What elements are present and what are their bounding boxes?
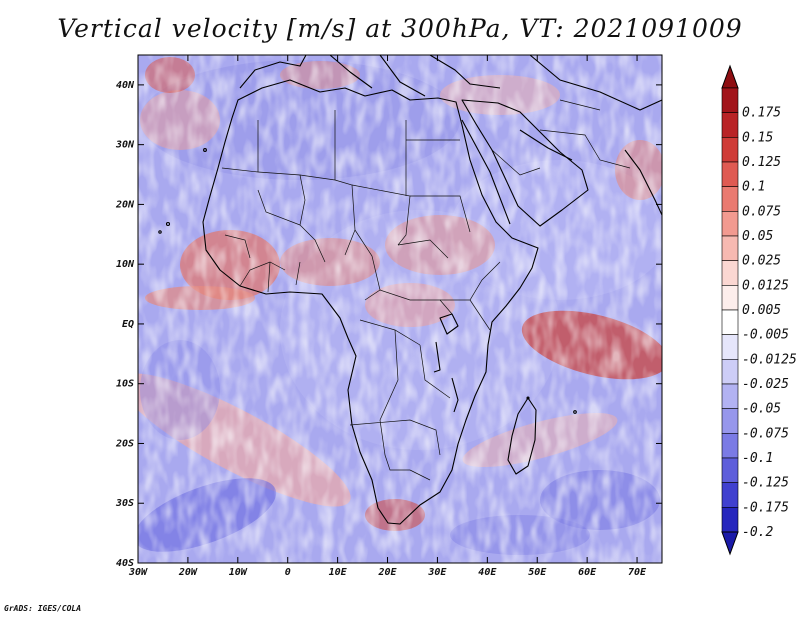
colorbar-swatch <box>721 433 739 459</box>
lon-tick-label: 40E <box>478 567 497 578</box>
map-title: Vertical velocity [m/s] at 300hPa, VT: 2… <box>57 14 743 43</box>
colorbar-swatch <box>721 211 739 237</box>
colorbar-swatch <box>721 507 739 533</box>
colorbar-label: -0.025 <box>742 377 789 392</box>
colorbar-label: -0.075 <box>742 426 789 441</box>
lat-tick-label: 10N <box>116 259 135 270</box>
lat-tick-label: 20S <box>115 438 134 449</box>
colorbar-label: -0.2 <box>742 525 773 540</box>
colorbar-label: 0.005 <box>742 303 781 318</box>
lon-tick-label: 60E <box>578 567 597 578</box>
colorbar-label: 0.0125 <box>742 278 789 293</box>
colorbar-swatch <box>721 260 739 286</box>
colorbar-label: -0.125 <box>742 476 789 491</box>
colorbar-label: 0.175 <box>742 106 781 121</box>
colorbar-swatch <box>721 137 739 163</box>
lon-tick-label: 70E <box>628 567 647 578</box>
colorbar-label: -0.0125 <box>742 352 797 367</box>
colorbar-swatch <box>721 235 739 261</box>
lon-tick-label: 30W <box>128 567 148 578</box>
colorbar-label: 0.05 <box>742 229 773 244</box>
colorbar-label: -0.1 <box>742 451 773 466</box>
colorbar-label: -0.05 <box>742 402 781 417</box>
colorbar-label: 0.025 <box>742 254 781 269</box>
colorbar-top-arrow <box>721 64 739 89</box>
lat-tick-label: 30N <box>115 140 135 151</box>
lat-tick-label: 30S <box>115 498 134 509</box>
lon-tick-label: 0 <box>285 567 291 578</box>
colorbar: 0.175 0.15 0.125 0.1 0.075 0.05 0.025 0.0125 0.0… <box>721 64 797 556</box>
colorbar-label: -0.005 <box>742 328 789 343</box>
lon-tick-label: 10W <box>229 567 248 578</box>
plot-frame <box>137 54 663 564</box>
lon-tick-label: 10E <box>329 567 348 578</box>
colorbar-label: 0.075 <box>742 204 781 219</box>
colorbar-label: 0.1 <box>742 180 765 195</box>
colorbar-label: -0.175 <box>742 500 789 515</box>
colorbar-label: 0.15 <box>742 130 773 145</box>
velocity-field <box>138 55 662 563</box>
colorbar-swatch <box>721 334 739 360</box>
colorbar-swatch <box>721 383 739 409</box>
lat-tick-label: EQ <box>122 319 134 330</box>
colorbar-swatch <box>721 285 739 311</box>
lat-tick-label: 10S <box>116 379 134 390</box>
lat-tick-label: 40S <box>116 558 134 569</box>
lat-tick-label: 40N <box>116 80 135 91</box>
colorbar-swatch <box>721 408 739 434</box>
colorbar-swatch <box>721 186 739 212</box>
lon-tick-label: 50E <box>528 567 547 578</box>
lon-tick-label: 20E <box>377 567 397 578</box>
colorbar-swatch <box>721 482 739 508</box>
colorbar-swatch <box>721 309 739 335</box>
colorbar-swatch <box>721 359 739 385</box>
colorbar-swatch <box>721 112 739 138</box>
colorbar-swatch <box>721 161 739 187</box>
credit-text: GrADS: IGES/COLA <box>4 604 82 613</box>
colorbar-bottom-arrow <box>721 531 739 556</box>
coastlines <box>158 55 662 525</box>
colorbar-swatch <box>721 457 739 483</box>
colorbar-label: 0.125 <box>742 155 781 170</box>
country-borders <box>221 99 631 481</box>
lon-tick-label: 20W <box>178 567 198 578</box>
lon-tick-label: 30E <box>427 567 447 578</box>
lat-tick-label: 20N <box>115 199 135 210</box>
colorbar-swatch <box>721 87 739 113</box>
